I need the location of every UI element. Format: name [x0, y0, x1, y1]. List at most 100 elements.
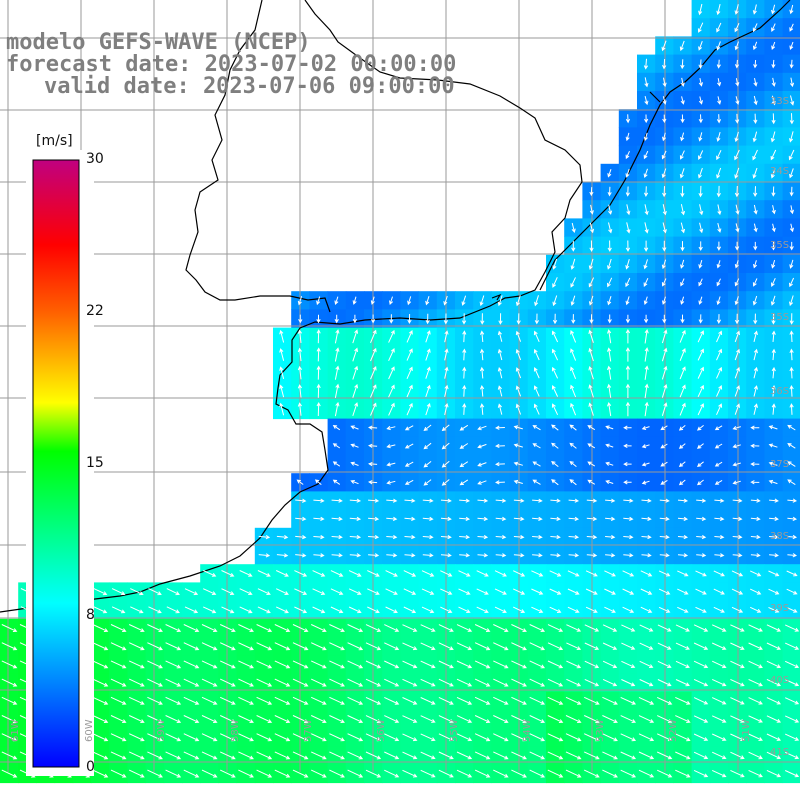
wind-arrow: [279, 348, 285, 361]
wind-arrow: [425, 296, 430, 306]
wind-arrow: [515, 367, 522, 379]
wind-arrow: [620, 733, 637, 742]
wind-arrow: [716, 59, 721, 69]
wind-arrow: [183, 642, 200, 651]
wind-arrow: [566, 678, 582, 687]
wind-arrow: [497, 385, 503, 397]
wind-arrow: [165, 751, 182, 760]
wind-arrow: [750, 553, 761, 558]
wind-arrow: [639, 642, 654, 650]
wind-arrow: [384, 733, 400, 742]
wind-arrow: [641, 444, 650, 449]
wind-arrow: [731, 606, 744, 613]
wind-arrow: [711, 751, 727, 760]
wind-arrow: [750, 498, 761, 503]
wind-arrow: [352, 402, 359, 417]
wind-arrow: [753, 113, 758, 124]
wind-arrow: [440, 553, 452, 558]
wind-arrow: [438, 715, 454, 723]
wind-arrow: [604, 606, 616, 613]
wind-arrow: [552, 258, 558, 270]
wind-arrow: [165, 715, 182, 723]
wind-arrow: [365, 624, 382, 632]
wind-arrow: [334, 296, 339, 305]
wind-arrow: [713, 606, 725, 613]
wind-arrow: [750, 443, 760, 449]
wind-arrow: [165, 769, 182, 778]
wind-arrow: [295, 498, 307, 503]
wind-arrow: [493, 696, 509, 705]
wind-arrow: [679, 384, 686, 398]
wind-arrow: [329, 733, 345, 742]
wind-arrow: [787, 516, 798, 521]
wind-arrow: [662, 240, 667, 252]
wind-arrow: [148, 606, 162, 614]
wind-arrow: [734, 41, 739, 51]
wind-arrow: [274, 642, 291, 651]
wind-arrow: [386, 480, 396, 485]
wind-arrow: [771, 41, 776, 50]
wind-arrows: [1, 3, 800, 778]
wind-arrow: [790, 95, 795, 106]
lat-label-36s: 36S: [770, 386, 790, 397]
wind-arrow: [734, 167, 740, 179]
wind-arrow: [516, 313, 521, 325]
wind-arrow: [292, 769, 309, 778]
wind-arrow: [111, 588, 126, 596]
wind-arrow: [749, 570, 762, 577]
wind-arrow: [787, 424, 796, 431]
wind-arrow: [529, 715, 546, 723]
wind-arrow: [789, 205, 794, 215]
wind-arrow: [384, 769, 400, 778]
wind-arrow: [734, 241, 740, 251]
wind-arrow: [128, 696, 145, 705]
wind-arrow: [440, 588, 453, 595]
colorbar-tick-30: 30: [86, 151, 104, 167]
wind-arrow: [641, 534, 652, 540]
wind-arrow: [771, 59, 776, 69]
wind-arrow: [789, 23, 794, 32]
wind-arrow: [184, 606, 199, 614]
wind-arrow: [532, 534, 543, 540]
wind-arrow: [675, 733, 691, 742]
wind-arrow: [641, 516, 652, 521]
wind-arrow: [735, 223, 740, 233]
wind-arrow: [662, 222, 667, 234]
wind-arrow: [476, 588, 489, 595]
wind-arrow: [753, 348, 758, 361]
wind-arrow: [748, 751, 763, 760]
wind-arrow: [201, 696, 218, 705]
wind-arrow: [565, 733, 582, 742]
wind-arrow: [407, 296, 412, 306]
wind-arrow: [388, 329, 395, 343]
wind-arrow: [771, 259, 776, 269]
wind-arrow: [587, 443, 596, 449]
wind-arrow: [365, 733, 382, 742]
wind-arrow: [257, 606, 271, 614]
wind-arrow: [329, 642, 345, 651]
wind-arrow: [370, 329, 377, 343]
wind-arrow: [349, 498, 362, 503]
wind-arrow: [440, 606, 453, 613]
wind-arrow: [662, 186, 667, 198]
wind-arrow: [477, 425, 487, 431]
wind-arrow: [766, 715, 782, 723]
wind-arrow: [258, 534, 271, 540]
wind-arrow: [92, 751, 109, 760]
wind-arrow: [789, 330, 794, 343]
wind-arrow: [515, 330, 522, 342]
wind-arrow: [565, 751, 582, 760]
wind-arrow: [625, 328, 631, 344]
wind-arrow: [753, 403, 758, 415]
colorbar-tick-0: 0: [86, 759, 95, 775]
wind-arrow: [331, 498, 343, 503]
wind-arrow: [420, 715, 436, 723]
wind-arrow: [316, 347, 321, 362]
wind-arrow: [497, 403, 503, 415]
wind-arrow: [274, 696, 291, 705]
wind-arrow: [352, 329, 359, 344]
wind-arrow: [734, 4, 739, 15]
wind-arrow: [768, 570, 780, 577]
wind-arrow: [659, 553, 670, 558]
wind-arrow: [716, 403, 723, 416]
